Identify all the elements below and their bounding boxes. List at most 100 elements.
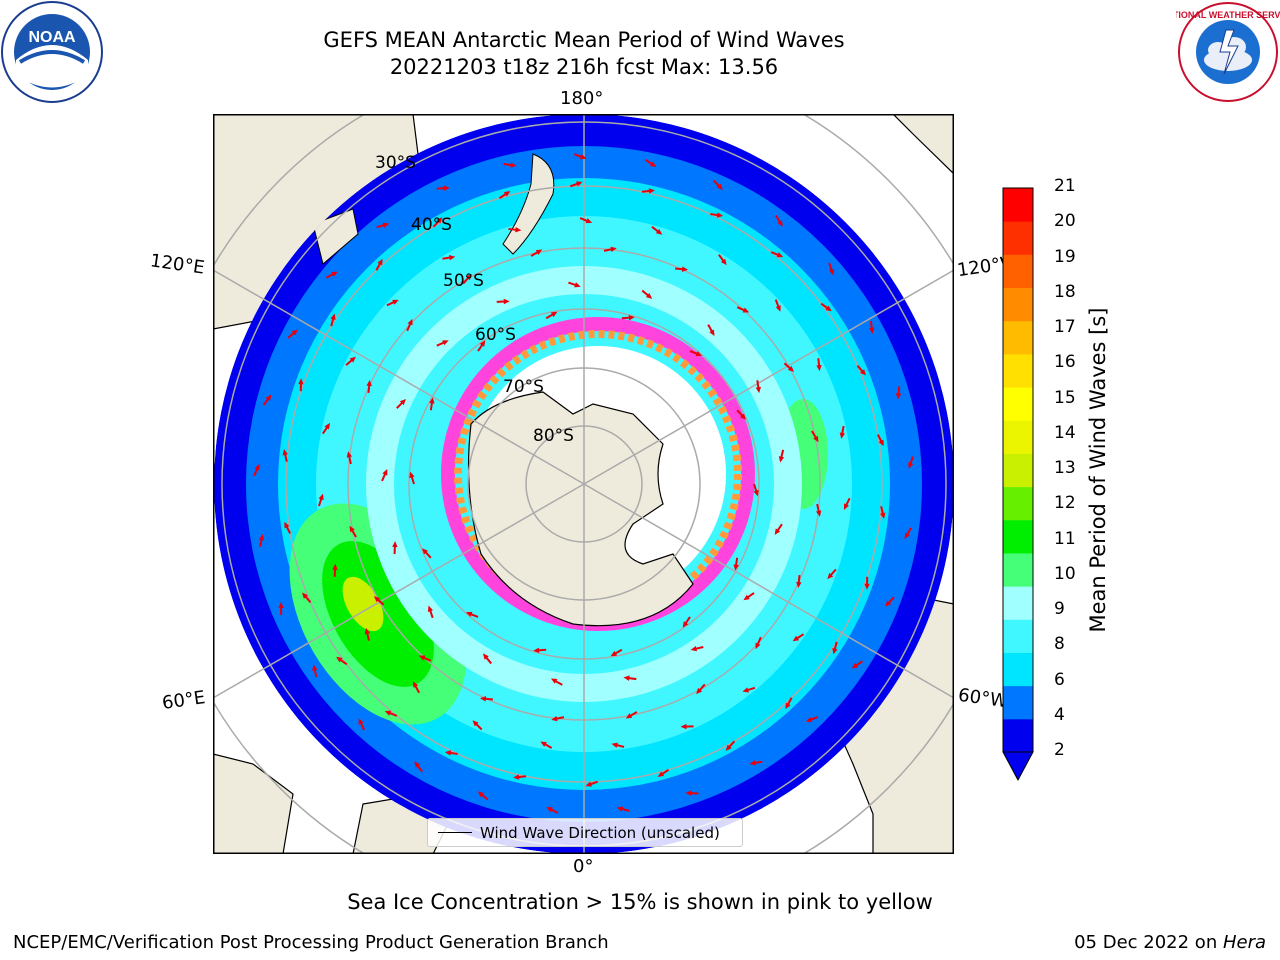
wind-arrow-head	[551, 715, 558, 722]
wind-arrow-head	[648, 188, 655, 194]
colorbar-label: Mean Period of Wind Waves [s]	[1086, 307, 1110, 633]
wind-arrow-head	[477, 791, 485, 798]
wind-arrow-head	[755, 386, 761, 394]
colorbar-tick: 2	[1054, 740, 1065, 760]
wind-arrow-head	[358, 718, 364, 725]
wind-arrow-head	[414, 761, 421, 768]
wind-arrow-head	[775, 305, 781, 312]
wind-arrow-head	[503, 191, 511, 197]
colorbar-segment	[1003, 586, 1033, 620]
wind-arrow-head	[442, 340, 449, 346]
wind-arrow-head	[399, 398, 406, 406]
colorbar-tick: 19	[1054, 246, 1076, 267]
colorbar-tick: 12	[1054, 493, 1076, 514]
wind-arrow-head	[827, 572, 834, 580]
wind-arrow-head	[436, 217, 443, 224]
wind-arrow-head	[298, 378, 304, 385]
wind-arrow-head	[579, 154, 587, 160]
wind-arrow-head	[443, 185, 450, 191]
nws-logo-text: NATIONAL WEATHER SERVICE	[1176, 10, 1280, 20]
wind-arrow-head	[695, 351, 703, 357]
wind-arrow-head	[716, 212, 724, 218]
footer-date-text: 05 Dec 2022 on	[1074, 932, 1223, 953]
wind-arrow-head	[690, 646, 698, 652]
wind-arrow-head	[546, 806, 553, 813]
wind-arrow-head	[331, 271, 338, 277]
wind-arrow-head	[479, 696, 487, 702]
wind-arrow-head	[254, 463, 260, 471]
lat-label-50s: 50°S	[443, 271, 484, 291]
colorbar-segment	[1003, 387, 1033, 421]
wind-arrow-head	[510, 162, 517, 168]
wind-arrow-head	[828, 268, 835, 276]
nws-logo: NATIONAL WEATHER SERVICE	[1176, 2, 1280, 102]
wind-arrow-head	[787, 365, 795, 372]
wind-arrow-head	[610, 246, 617, 253]
wind-arrow-head	[382, 469, 388, 476]
wind-arrow-head	[412, 681, 419, 688]
wind-arrow-head	[336, 656, 343, 663]
wind-arrow-head	[777, 220, 783, 227]
wind-arrow-head	[349, 356, 356, 363]
wind-arrow-head	[574, 282, 581, 288]
polar-map: 30°S 40°S 50°S 60°S 70°S 80°S	[213, 114, 954, 854]
wind-arrow-head	[421, 548, 429, 555]
wind-arrow-head	[904, 532, 910, 540]
lat-label-30s: 30°S	[375, 153, 416, 173]
colorbar-tick: 4	[1054, 704, 1065, 725]
wind-arrow-head	[878, 439, 884, 447]
wind-arrow-head	[680, 723, 687, 730]
lon-label-180: 180°	[560, 88, 604, 109]
footer-machine: Hera	[1222, 932, 1266, 953]
colorbar-segment	[1003, 552, 1033, 587]
colorbar-segment	[1003, 287, 1033, 322]
colorbar-tick: 14	[1054, 422, 1076, 443]
wind-arrow-head	[533, 647, 540, 653]
wind-arrow-head	[755, 642, 761, 650]
lat-label-60s: 60°S	[475, 325, 516, 345]
wind-arrow-head	[625, 713, 633, 719]
wind-arrow-head	[720, 258, 727, 266]
colorbar-tick: 16	[1054, 352, 1076, 373]
colorbar-tick: 20	[1054, 211, 1076, 232]
colorbar-tick: 18	[1054, 281, 1076, 302]
lat-label-40s: 40°S	[411, 215, 452, 235]
colorbar-tick: 17	[1054, 317, 1076, 337]
wind-arrow-head	[610, 650, 618, 657]
wind-arrow-head	[860, 369, 866, 376]
wind-arrow-head	[332, 563, 338, 570]
wind-arrow-head	[324, 422, 331, 430]
wind-arrow-head	[585, 218, 593, 224]
wind-arrow-head	[282, 448, 288, 456]
wind-arrow-head	[409, 471, 415, 479]
wind-arrow-head	[364, 627, 370, 635]
wind-arrow-head	[832, 648, 838, 655]
colorbar-tick: 13	[1054, 458, 1076, 478]
wind-arrow-head	[796, 581, 802, 589]
colorbar-tick: 15	[1054, 387, 1076, 408]
lon-label-0: 0°	[573, 856, 594, 877]
wind-arrow-head	[743, 594, 750, 601]
colorbar-segment	[1003, 254, 1033, 289]
wind-arrow-head	[258, 534, 265, 541]
wind-arrow-head	[880, 512, 886, 520]
wind-arrow-head	[429, 397, 435, 404]
wind-arrow-head	[825, 305, 832, 312]
wind-arrow-head	[540, 741, 547, 747]
wind-arrow-head	[733, 564, 739, 571]
colorbar-segment	[1003, 453, 1033, 488]
legend-line	[438, 832, 472, 833]
wind-arrow-head	[515, 227, 522, 233]
wind-arrow-head	[681, 266, 689, 272]
map-subtitle: 20221203 t18z 216h fcst Max: 13.56	[389, 55, 779, 79]
colorbar-segment	[1003, 619, 1033, 653]
wind-arrow-head	[418, 655, 426, 661]
legend-label: Wind Wave Direction (unscaled)	[480, 823, 720, 842]
noaa-logo: NOAA	[1, 1, 103, 103]
footer-credit: NCEP/EMC/Verification Post Processing Pr…	[13, 932, 609, 953]
wind-arrow-head	[611, 742, 618, 748]
wind-arrow-head	[869, 327, 875, 334]
colorbar-segment	[1003, 685, 1033, 720]
colorbar-tick: 6	[1054, 669, 1065, 690]
wind-arrow-head	[616, 806, 624, 812]
